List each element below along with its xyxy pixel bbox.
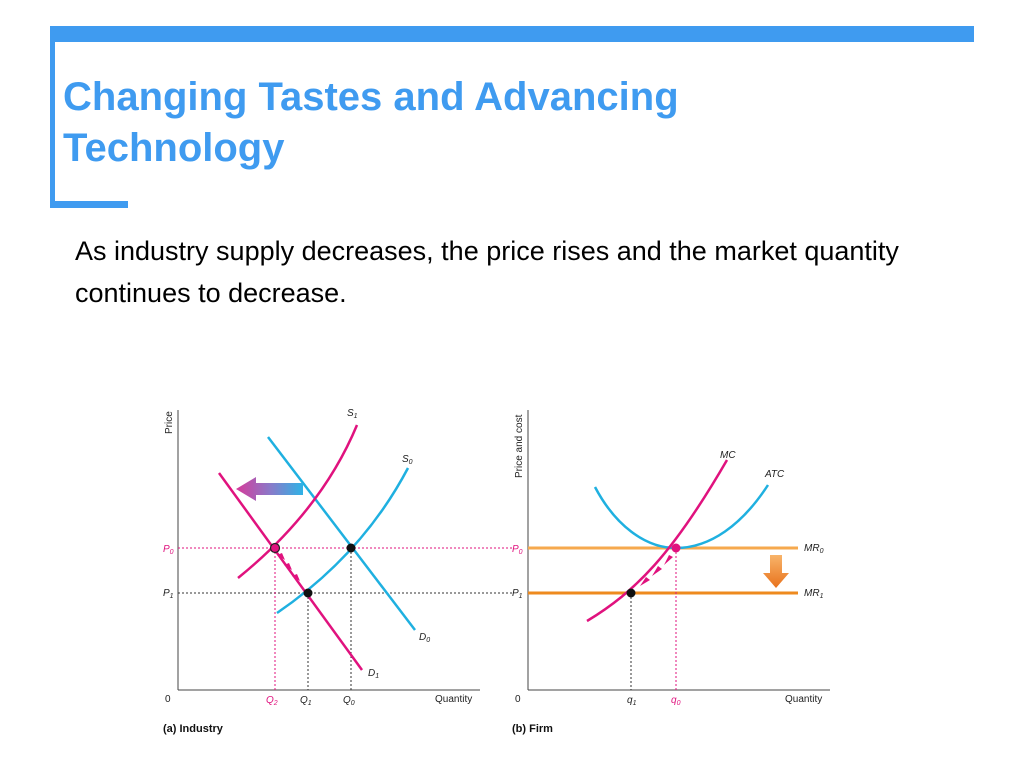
firm-movement-arrow-2 <box>652 566 662 576</box>
title-accent-bar-left <box>50 26 55 206</box>
title-accent-bar-bottom <box>50 201 128 208</box>
label-d1: D1 <box>368 668 379 680</box>
slide-title-line-1: Changing Tastes and Advancing <box>63 75 679 119</box>
label-industry-p1: P1 <box>163 588 174 600</box>
label-s1: S1 <box>347 408 358 420</box>
label-mr1: MR1 <box>804 588 824 600</box>
supply-curve-s1 <box>237 424 359 579</box>
industry-graph: Price Quantity 0 S1 S0 D0 D1 P0 P1 <box>163 408 513 735</box>
industry-caption: (a) Industry <box>163 723 224 735</box>
slide-title: Changing Tastes and Advancing Technology <box>63 72 963 174</box>
firm-graph: Price and cost Quantity 0 MC ATC MR0 MR1… <box>512 410 830 735</box>
firm-x-axis-label: Quantity <box>785 694 822 705</box>
label-firm-q0: q0 <box>671 695 681 707</box>
industry-origin-label: 0 <box>165 694 171 705</box>
movement-arrow-1 <box>292 574 300 581</box>
mc-curve <box>586 459 729 623</box>
demand-curve-d1 <box>217 472 364 671</box>
equilibrium-point-q1 <box>303 588 313 598</box>
slide-title-line-2: Technology <box>63 126 285 170</box>
firm-origin-label: 0 <box>515 694 521 705</box>
label-q2: Q2 <box>266 695 278 707</box>
label-firm-p1: P1 <box>512 588 523 600</box>
label-q1: Q1 <box>300 695 312 707</box>
movement-arrow-2 <box>284 563 292 570</box>
movement-arrow-3 <box>277 553 285 560</box>
label-atc: ATC <box>764 469 785 480</box>
slide-body-text: As industry supply decreases, the price … <box>75 236 899 308</box>
firm-movement-arrow-1 <box>640 577 650 586</box>
label-q0: Q0 <box>343 695 355 707</box>
label-firm-p0: P0 <box>512 544 523 556</box>
equilibrium-point-q2 <box>269 542 281 554</box>
title-accent-bar-top <box>50 26 974 42</box>
label-s0: S0 <box>402 454 413 466</box>
firm-point-q0 <box>671 543 681 553</box>
firm-movement-arrow-3 <box>664 555 673 565</box>
firm-point-q1 <box>626 588 636 598</box>
label-mr0: MR0 <box>804 543 824 555</box>
atc-curve <box>593 484 770 550</box>
industry-x-axis-label: Quantity <box>435 694 472 705</box>
equilibrium-point-q0 <box>346 543 356 553</box>
label-firm-q1: q1 <box>627 695 637 707</box>
supply-shift-left-arrow <box>236 477 303 501</box>
firm-caption: (b) Firm <box>512 723 553 735</box>
industry-y-axis-label: Price <box>164 411 175 434</box>
label-mc: MC <box>720 450 736 461</box>
label-d0: D0 <box>419 632 430 644</box>
supply-curve-s0 <box>276 467 410 615</box>
demand-curve-d0 <box>267 436 416 631</box>
firm-y-axis-label: Price and cost <box>514 414 525 478</box>
label-industry-p0: P0 <box>163 544 174 556</box>
mr-shift-down-arrow <box>763 555 789 588</box>
